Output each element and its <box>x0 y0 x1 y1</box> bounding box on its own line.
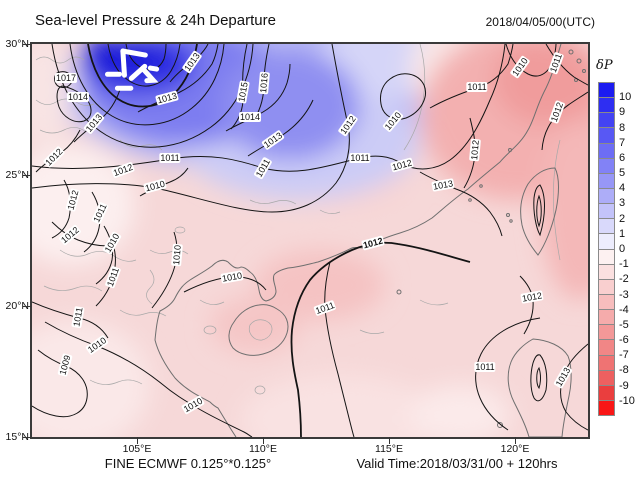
colorbar-cell <box>599 264 614 280</box>
colorbar-cell <box>599 325 614 341</box>
run-datetime: 2018/04/05/00(UTC) <box>485 15 595 29</box>
colorbar-tick-label: -4 <box>619 303 629 316</box>
colorbar <box>598 82 615 416</box>
lat-tick-mark <box>23 44 31 45</box>
map-area <box>30 42 590 439</box>
colorbar-tick-label: 6 <box>619 151 626 164</box>
colorbar-cell <box>599 204 614 220</box>
cold-symbol-glyph <box>105 48 160 91</box>
colorbar-cell <box>599 98 614 114</box>
lat-tick-label: 20°N <box>5 300 29 312</box>
colorbar-cell <box>599 310 614 326</box>
valid-time-label: Valid Time:2018/03/31/00 + 120hrs <box>356 456 558 471</box>
colorbar-tick-label: 5 <box>619 167 626 180</box>
model-resolution-label: FINE ECMWF 0.125°*0.125° <box>104 456 272 471</box>
colorbar-cell <box>599 219 614 235</box>
lat-tick-mark <box>23 306 31 307</box>
lon-tick-label: 120°E <box>500 443 530 455</box>
lat-tick-mark <box>23 175 31 176</box>
colorbar-tick-label: -9 <box>619 379 629 392</box>
lon-tick-label: 110°E <box>249 443 277 455</box>
colorbar-cell <box>599 249 614 265</box>
colorbar-tick-label: -3 <box>619 288 629 301</box>
colorbar-tick-label: 7 <box>619 136 626 149</box>
colorbar-tick-label: 0 <box>619 243 626 255</box>
lat-tick-label: 30°N <box>5 38 29 50</box>
lat-tick-label: 15°N <box>5 431 29 443</box>
page-title: Sea-level Pressure & 24h Departure <box>35 12 276 29</box>
colorbar-tick-label: -2 <box>619 273 629 286</box>
colorbar-cell <box>599 188 614 205</box>
colorbar-cell <box>599 173 614 189</box>
colorbar-tick-label: 2 <box>619 212 626 225</box>
colorbar-cell <box>599 83 614 99</box>
colorbar-cell <box>599 400 614 416</box>
coastline <box>154 44 586 437</box>
colorbar-cell <box>599 143 614 159</box>
lon-tick-label: 105°E <box>122 443 152 455</box>
colorbar-tick-label: 9 <box>619 106 626 119</box>
colorbar-cell <box>599 340 614 356</box>
colorbar-tick-label: 3 <box>619 197 626 210</box>
colorbar-tick-label: -7 <box>619 349 629 362</box>
colorbar-cell <box>599 113 614 129</box>
colorbar-tick-label: 4 <box>619 182 626 195</box>
colorbar-tick-label: 1 <box>619 227 626 240</box>
colorbar-tick-label: -6 <box>619 334 629 347</box>
lon-tick-mark <box>389 437 390 444</box>
colorbar-cell <box>599 279 614 295</box>
lon-tick-label: 115°E <box>375 443 403 455</box>
colorbar-cell <box>599 370 614 386</box>
colorbar-tick-label: 10 <box>619 91 632 104</box>
lon-tick-mark <box>515 437 516 444</box>
terrain-contours <box>35 44 561 395</box>
colorbar-tick-label: -5 <box>619 318 629 331</box>
lat-tick-label: 25°N <box>5 169 29 181</box>
colorbar-tick-label: -1 <box>619 258 629 271</box>
colorbar-cell <box>599 385 614 401</box>
colorbar-title: δP <box>596 58 613 73</box>
lon-tick-mark <box>137 437 138 444</box>
colorbar-tick-label: -8 <box>619 364 629 377</box>
lon-tick-mark <box>263 437 264 444</box>
colorbar-cell <box>599 158 614 174</box>
colorbar-tick-label: -10 <box>619 394 635 407</box>
colorbar-cell <box>599 355 614 371</box>
lat-tick-mark <box>23 437 31 438</box>
colorbar-cell <box>599 128 614 144</box>
colorbar-cell <box>599 294 614 311</box>
colorbar-cell <box>599 234 614 250</box>
colorbar-tick-label: 8 <box>619 121 626 134</box>
departure-shading <box>32 44 588 437</box>
pressure-map-graphic <box>32 44 588 437</box>
